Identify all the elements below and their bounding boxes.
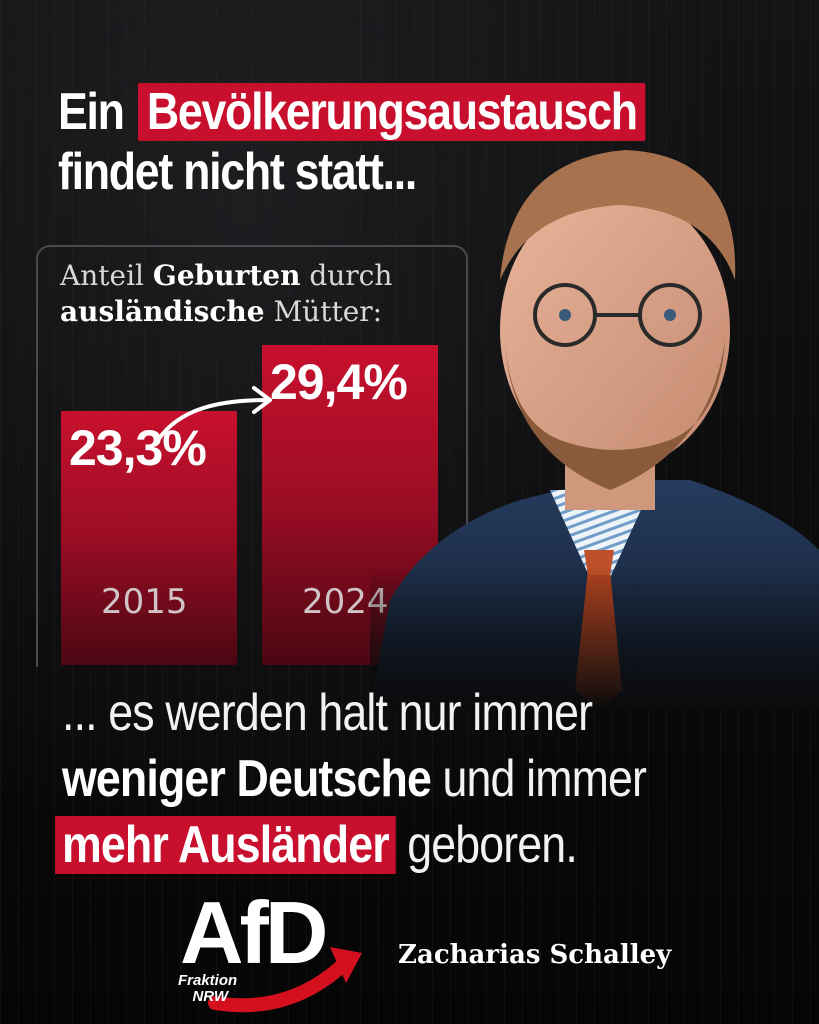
- author-name: Zacharias Schalley: [398, 940, 672, 970]
- chart-title-text-1: Anteil: [60, 259, 144, 292]
- politician-portrait: [370, 130, 819, 710]
- logo-wordmark: AfD: [180, 883, 328, 982]
- logo-swoosh-icon: [208, 947, 362, 1013]
- statement-line-3: mehr Ausländer geboren.: [55, 812, 698, 878]
- bar-2015: [61, 411, 237, 665]
- headline: Ein Bevölkerungsaustausch findet nicht s…: [58, 82, 646, 202]
- statement-rest-1: und immer: [442, 750, 647, 808]
- afd-logo: AfD Fraktion NRW: [170, 889, 370, 1015]
- logo-sub-1: Fraktion: [178, 972, 238, 989]
- bar-category-label: 2015: [101, 582, 188, 622]
- headline-prefix: Ein: [58, 83, 125, 141]
- logo-subtitle: Fraktion NRW: [178, 973, 237, 1005]
- statement-rest-2: geboren.: [407, 816, 578, 874]
- statement-line-1: ... es werden halt nur immer: [62, 684, 593, 742]
- bar-value-label: 23,3%: [69, 420, 207, 477]
- statement-line-2: weniger Deutsche und immer: [62, 746, 698, 812]
- bottom-statement: ... es werden halt nur immer weniger Deu…: [55, 680, 698, 878]
- statement-highlight: mehr Ausländer: [55, 816, 396, 874]
- chart-title-text-3: Mütter:: [273, 295, 383, 328]
- increase-arrow-icon: [156, 386, 272, 442]
- chart-title-bold-2: ausländische: [60, 295, 265, 328]
- chart-title-bold-1: Geburten: [152, 259, 301, 292]
- statement-bold-1: weniger Deutsche: [62, 750, 432, 808]
- logo-sub-2: NRW: [192, 988, 228, 1005]
- headline-line-2: findet nicht statt...: [58, 143, 417, 201]
